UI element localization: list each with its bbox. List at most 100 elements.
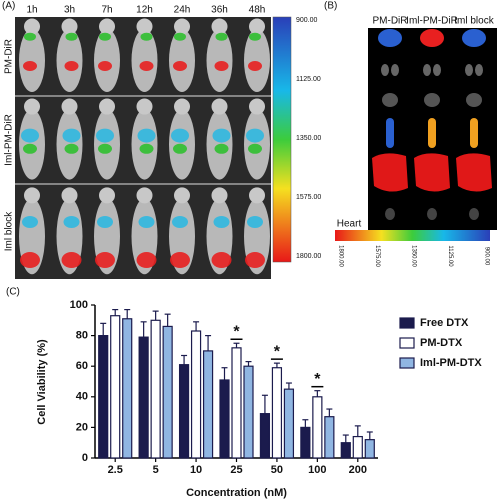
y-tick-label: 100 — [70, 299, 88, 311]
mouse-head — [99, 98, 115, 115]
x-tick-label: 10 — [190, 464, 202, 476]
group-label: Iml-PM-DiR — [4, 114, 15, 166]
timepoint-label: 48h — [249, 5, 266, 16]
significance-mark: * — [314, 371, 321, 388]
signal — [139, 143, 154, 154]
signal — [213, 216, 230, 228]
signal — [212, 128, 231, 143]
y-tick-label: 80 — [76, 330, 88, 342]
tumor — [462, 29, 486, 47]
signal — [246, 128, 264, 143]
mouse-head — [136, 187, 153, 204]
signal — [96, 128, 114, 143]
signal — [22, 216, 38, 228]
y-tick-label: 60 — [76, 360, 88, 372]
bar — [324, 416, 335, 459]
x-tick-label: 2.5 — [108, 464, 123, 476]
mouse-head — [211, 187, 228, 204]
signal — [248, 60, 262, 71]
bar — [190, 330, 202, 459]
colorbar-label: 900.00 — [296, 17, 318, 24]
signal — [138, 216, 155, 228]
column-label: Iml-PM-DiR — [406, 16, 458, 27]
organ-label: Kidney — [334, 65, 365, 76]
signal — [245, 252, 265, 268]
signal — [170, 252, 190, 268]
liver — [414, 153, 450, 192]
panel-label: (B) — [324, 1, 337, 12]
mouse-head — [174, 187, 190, 204]
heart — [469, 208, 479, 220]
mouse-head — [24, 98, 40, 115]
kidney — [433, 64, 441, 76]
bar — [110, 315, 121, 459]
bar — [352, 435, 363, 459]
bar — [300, 426, 311, 459]
kidney — [475, 64, 483, 76]
mouse — [244, 28, 270, 93]
signal — [61, 252, 82, 268]
x-tick-label: 25 — [230, 464, 242, 476]
heart — [427, 208, 437, 220]
signal — [139, 60, 154, 71]
signal — [214, 60, 229, 71]
signal — [21, 128, 39, 143]
x-tick-label: 100 — [308, 464, 326, 476]
organ-label: Liver — [338, 163, 360, 174]
mouse-head — [249, 98, 265, 115]
x-tick-label: 50 — [271, 464, 283, 476]
kidney — [423, 64, 431, 76]
signal — [173, 60, 187, 71]
signal — [136, 252, 157, 268]
liver — [456, 153, 492, 192]
liver — [372, 153, 408, 192]
signal — [215, 32, 228, 41]
signal — [172, 216, 188, 228]
signal — [173, 143, 187, 154]
signal — [23, 143, 37, 154]
tumor — [420, 29, 444, 47]
colorbar-label: 1350.00 — [410, 245, 416, 267]
mouse-head — [24, 187, 40, 204]
mouse-head — [211, 18, 228, 35]
bar — [283, 388, 295, 459]
bar — [219, 379, 230, 459]
kidney — [465, 64, 473, 76]
mouse-head — [61, 98, 78, 115]
bar — [202, 350, 214, 459]
mouse-head — [99, 18, 115, 35]
y-tick-label: 0 — [82, 452, 88, 464]
x-tick-label: 200 — [349, 464, 367, 476]
spleen — [428, 118, 436, 148]
colorbar-label: 1125.00 — [447, 245, 453, 267]
bar — [271, 367, 283, 459]
mouse-head — [24, 18, 40, 35]
signal — [174, 32, 186, 41]
timepoint-label: 12h — [136, 5, 153, 16]
spleen — [470, 118, 478, 148]
significance-mark: * — [233, 323, 240, 340]
column-label: Iml block — [454, 16, 494, 27]
signal — [63, 216, 80, 228]
mouse — [206, 28, 233, 93]
signal — [64, 60, 79, 71]
tumor — [378, 29, 402, 47]
signal — [62, 128, 81, 143]
signal — [23, 60, 37, 71]
mouse-head — [174, 98, 190, 115]
x-tick-label: 5 — [153, 464, 159, 476]
signal — [171, 128, 189, 143]
y-tick-label: 40 — [76, 391, 88, 403]
bar — [138, 336, 149, 459]
bar — [259, 413, 271, 459]
mouse-head — [211, 98, 228, 115]
timepoint-label: 36h — [211, 5, 228, 16]
signal — [24, 32, 36, 41]
signal — [140, 32, 153, 41]
colorbar-label: 1575.00 — [296, 194, 321, 201]
x-axis-title: Concentration (nM) — [186, 487, 287, 499]
signal — [247, 216, 263, 228]
bar — [364, 439, 375, 459]
mouse-head — [136, 18, 153, 35]
organ-label: Lung — [338, 95, 360, 106]
